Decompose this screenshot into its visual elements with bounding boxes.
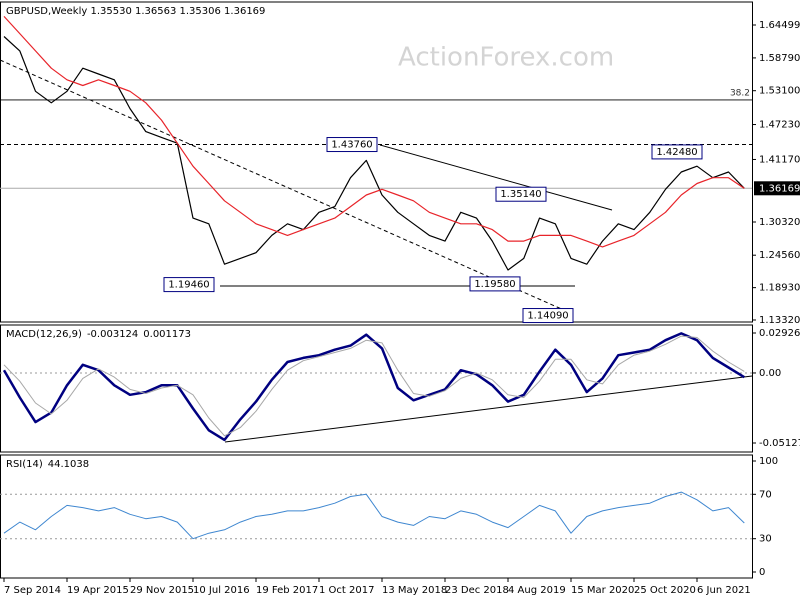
annotation-label: 1.14090 [527, 311, 568, 322]
annotation-label: 1.43760 [331, 140, 372, 151]
x-tick-label: 19 Feb 2017 [256, 585, 318, 596]
y-tick-label: 1.64499 [759, 20, 800, 31]
y-tick-label: 1.18930 [759, 283, 800, 294]
y-tick-label: 1.58790 [759, 53, 800, 64]
x-tick-label: 7 Sep 2014 [4, 585, 61, 596]
x-tick-label: 15 Mar 2020 [571, 585, 634, 596]
last-price-box [754, 181, 800, 196]
x-tick-label: 1 Oct 2017 [319, 585, 374, 596]
fib-label: 38.2 [730, 88, 750, 98]
y-tick-label: 100 [759, 456, 778, 467]
panel-title: GBPUSD,Weekly 1.35530 1.36563 1.35306 1.… [6, 6, 265, 17]
annotation-box [522, 308, 574, 324]
title-text: MACD(12,26,9) [6, 329, 82, 340]
last-value: -0.003124 [87, 329, 138, 340]
y-tick-label: 0 [759, 567, 765, 578]
y-tick-label: 0.00 [759, 368, 781, 379]
y-tick-label: 1.13320 [759, 315, 800, 326]
y-tick-label: 1.47230 [759, 120, 800, 131]
series-line [3, 15, 745, 248]
annotation-box [651, 144, 703, 160]
y-tick-label: 1.41170 [759, 154, 800, 165]
x-tick-label: 25 Oct 2020 [634, 585, 696, 596]
y-tick-label: 30 [759, 534, 772, 545]
y-tick-label: 70 [759, 489, 772, 500]
annotation-box [469, 276, 521, 292]
y-tick-label: 1.24560 [759, 250, 800, 261]
trendline [224, 375, 753, 443]
panel-frame [0, 324, 753, 453]
x-tick-label: 10 Jul 2016 [193, 585, 250, 596]
x-tick-label: 4 Aug 2019 [508, 585, 566, 596]
panel-frame [0, 454, 753, 579]
watermark: ActionForex.com [398, 43, 614, 73]
panel-title: RSI(14) 44.1038 [6, 459, 89, 470]
series-line [3, 36, 745, 271]
x-tick-label: 19 Apr 2015 [67, 585, 129, 596]
last-price-label: 1.36169 [759, 183, 800, 194]
panel-title: MACD(12,26,9) -0.003124 0.001173 [6, 329, 191, 340]
annotation-label: 1.19580 [474, 279, 515, 290]
annotation-box [163, 277, 215, 293]
x-tick-label: 23 Dec 2018 [445, 585, 509, 596]
x-tick-label: 29 Nov 2015 [130, 585, 194, 596]
annotation-label: 1.35140 [500, 189, 541, 200]
annotation-box [326, 137, 378, 153]
series-line [3, 335, 745, 437]
title-text: RSI(14) [6, 459, 43, 470]
series-line [3, 491, 745, 540]
annotation-label: 1.19460 [168, 280, 209, 291]
x-tick-label: 13 May 2018 [382, 585, 447, 596]
y-tick-label: 1.30320 [759, 217, 800, 228]
y-tick-label: 0.029261 [759, 328, 800, 339]
title-text: GBPUSD,Weekly 1.35530 1.36563 1.35306 1.… [6, 6, 265, 17]
last-value: 0.001173 [143, 329, 191, 340]
last-value: 44.1038 [48, 459, 89, 470]
y-tick-label: 1.53100 [759, 86, 800, 97]
panel-frame [0, 1, 753, 323]
y-tick-label: -0.051279 [759, 438, 800, 449]
annotation-box [495, 186, 547, 202]
annotation-label: 1.42480 [656, 147, 697, 158]
trendline [379, 144, 613, 211]
x-tick-label: 6 Jun 2021 [697, 585, 751, 596]
